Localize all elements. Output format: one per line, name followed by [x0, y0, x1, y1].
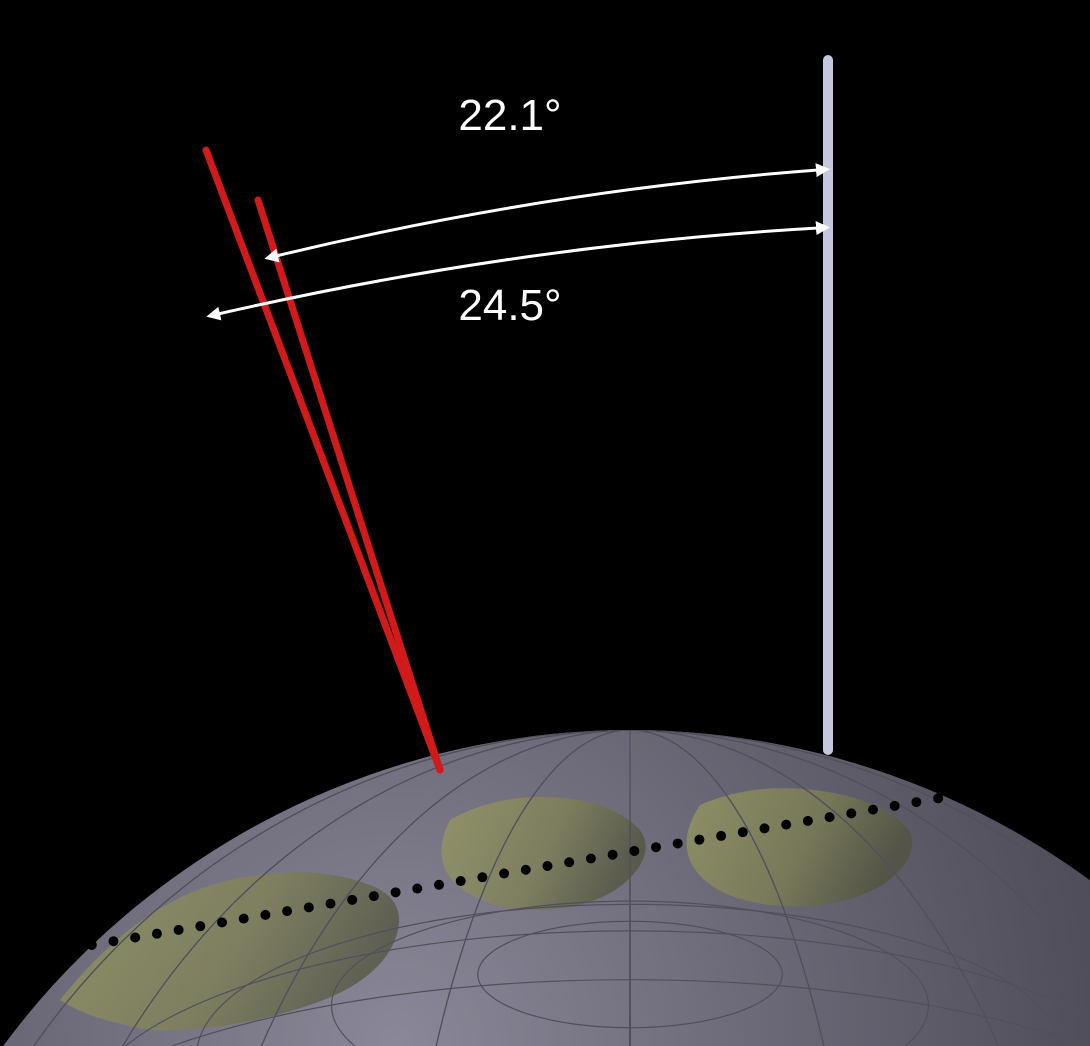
- angle-min-label: 22.1°: [458, 91, 561, 140]
- axial-tilt-diagram: 22.1° 24.5°: [0, 0, 1090, 1046]
- tilt-range-lines: [206, 150, 440, 770]
- arc-min-angle: [276, 170, 818, 256]
- earth-globe: [0, 730, 1090, 1046]
- angle-max-label: 24.5°: [458, 281, 561, 330]
